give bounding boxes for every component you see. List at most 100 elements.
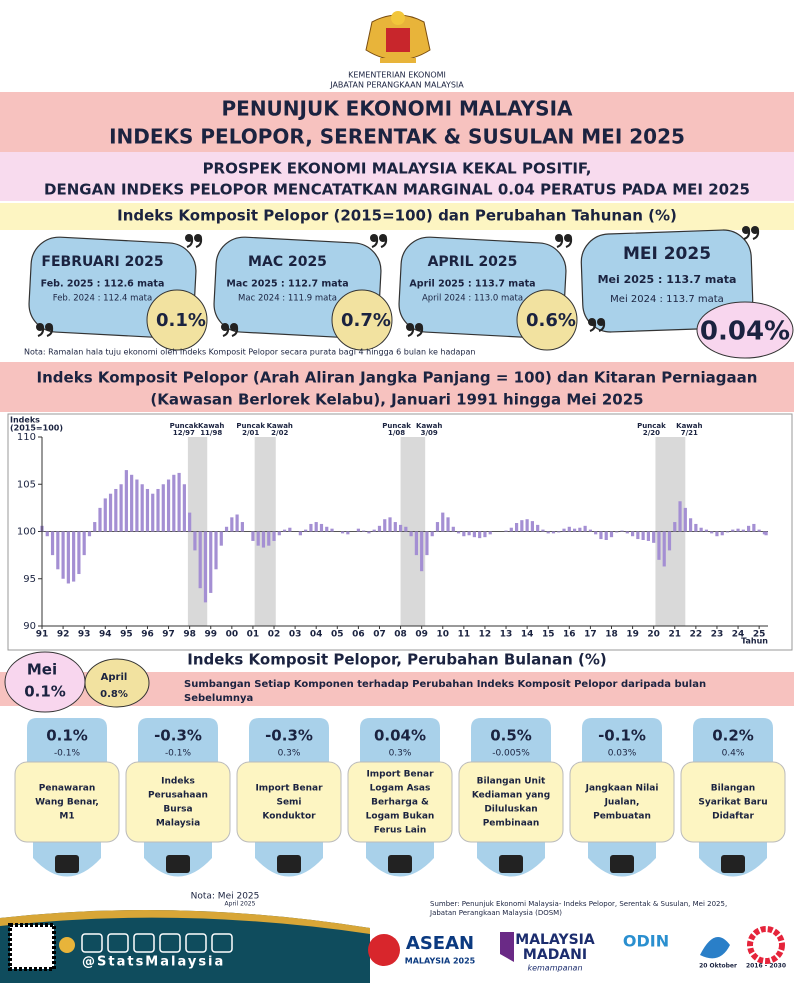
quote-mark <box>416 326 424 337</box>
component-box <box>680 761 786 843</box>
social-icon[interactable] <box>159 933 181 953</box>
component-current: 0.5% <box>490 727 532 745</box>
card-month: FEBRUARI 2025 <box>41 254 163 270</box>
month-name: Mei <box>27 661 57 679</box>
footer-crest <box>59 937 75 953</box>
component-label: Logam Asas <box>370 784 431 794</box>
section-title: Indeks Komposit Pelopor (2015=100) dan P… <box>117 207 677 225</box>
logo-text: 2016 - 2030 <box>746 963 786 970</box>
quote-mark <box>742 226 750 234</box>
card-month: MAC 2025 <box>248 254 327 270</box>
x-tick-label: 92 <box>57 630 70 640</box>
logo-text: MALAYSIA <box>515 932 595 948</box>
y-axis-label: Indeks <box>10 416 40 425</box>
x-tick-label: 00 <box>226 630 239 640</box>
quote-mark <box>46 326 54 337</box>
change-circle <box>146 289 208 351</box>
chart-title: Indeks Komposit Pelopor (Arah Aliran Jan… <box>37 369 758 387</box>
component-previous: -0.005% <box>492 749 530 759</box>
note: Nota: Mei 2025 <box>191 892 260 902</box>
card-previous: Mei 2024 : 113.7 mata <box>610 294 724 305</box>
x-tick-label: 95 <box>120 630 133 640</box>
social-handle: @StatsMalaysia <box>82 955 225 970</box>
quote-mark <box>751 226 759 234</box>
quote-mark <box>597 318 605 326</box>
component-label: Bilangan Unit <box>477 777 546 787</box>
x-tick-label: 23 <box>711 630 724 640</box>
social-icon[interactable] <box>211 933 233 953</box>
component-label: Pembinaan <box>483 819 540 829</box>
title-band <box>0 92 794 152</box>
component-current: -0.3% <box>154 727 202 745</box>
social-icon[interactable] <box>133 933 155 953</box>
component-label: Ferus Lain <box>374 826 427 836</box>
component-label: Semi <box>276 798 301 808</box>
quote-mark <box>407 326 415 337</box>
quote-mark <box>415 323 423 331</box>
logo-text: MADANI <box>523 947 587 963</box>
change-circle <box>516 289 578 351</box>
component-label: Konduktor <box>262 812 316 822</box>
component-top <box>471 718 551 765</box>
quote-mark <box>406 323 414 331</box>
card-previous: Feb. 2024 : 112.4 mata <box>53 294 152 304</box>
logo-text: ASEAN <box>406 933 474 954</box>
x-tick-label: 04 <box>310 630 323 640</box>
note: April 2025 <box>225 901 256 908</box>
peak-label: Puncak <box>382 422 411 430</box>
component-icon <box>388 855 412 873</box>
quote-mark <box>45 323 53 331</box>
trough-date: 3/09 <box>421 429 438 437</box>
component-current: 0.1% <box>46 727 88 745</box>
subtitle-band <box>0 152 794 201</box>
component-previous: 0.3% <box>278 749 301 759</box>
source: Sumber: Penunjuk Ekonomi Malaysia- Indek… <box>430 900 727 908</box>
peak-date: 12/97 <box>173 429 195 437</box>
component-box <box>458 761 564 843</box>
monthly-subtitle: Sebelumnya <box>184 693 253 704</box>
month-name: April <box>101 672 128 683</box>
logo-text: 20 Oktober <box>699 963 737 970</box>
peak-label: Puncak <box>637 422 666 430</box>
x-tick-label: 24 <box>732 630 745 640</box>
component-icon <box>166 855 190 873</box>
x-tick-label: 01 <box>247 630 260 640</box>
change-circle <box>331 289 393 351</box>
card-change: 0.1% <box>156 310 206 331</box>
component-box <box>347 761 453 843</box>
peak-date: 1/08 <box>388 429 405 437</box>
component-label: Syarikat Baru <box>698 798 767 808</box>
trough-date: 2/02 <box>271 429 288 437</box>
ministry: KEMENTERIAN EKONOMI <box>348 71 446 80</box>
qr-code <box>8 923 56 971</box>
social-icon[interactable] <box>107 933 129 953</box>
subtitle: PROSPEK EKONOMI MALAYSIA KEKAL POSITIF, <box>203 160 592 178</box>
change-circle <box>696 301 794 359</box>
component-label: M1 <box>59 812 74 822</box>
y-axis-label: (2015=100) <box>10 424 63 433</box>
quote-mark <box>221 323 229 331</box>
component-top <box>138 718 218 765</box>
card-previous: Mac 2024 : 111.9 mata <box>238 294 337 304</box>
quote-mark <box>230 323 238 331</box>
x-tick-label: 16 <box>563 630 576 640</box>
y-tick-label: 95 <box>23 574 36 585</box>
logo-mark <box>368 934 400 966</box>
component-current: 0.04% <box>374 727 426 745</box>
quote-mark <box>37 326 45 337</box>
x-tick-label: 94 <box>99 630 112 640</box>
footer-bg <box>0 910 370 983</box>
social-icon[interactable] <box>81 933 103 953</box>
component-icon <box>721 855 745 873</box>
section-band <box>0 203 794 230</box>
x-tick-label: 10 <box>436 630 449 640</box>
card-current: April 2025 : 113.7 mata <box>409 279 535 290</box>
source: Jabatan Perangkaan Malaysia (DOSM) <box>429 909 562 917</box>
component-label: Import Benar <box>366 770 434 780</box>
social-icon[interactable] <box>185 933 207 953</box>
component-current: -0.3% <box>265 727 313 745</box>
x-tick-label: 99 <box>204 630 217 640</box>
x-tick-label: 20 <box>647 630 660 640</box>
quote-mark <box>222 326 230 337</box>
